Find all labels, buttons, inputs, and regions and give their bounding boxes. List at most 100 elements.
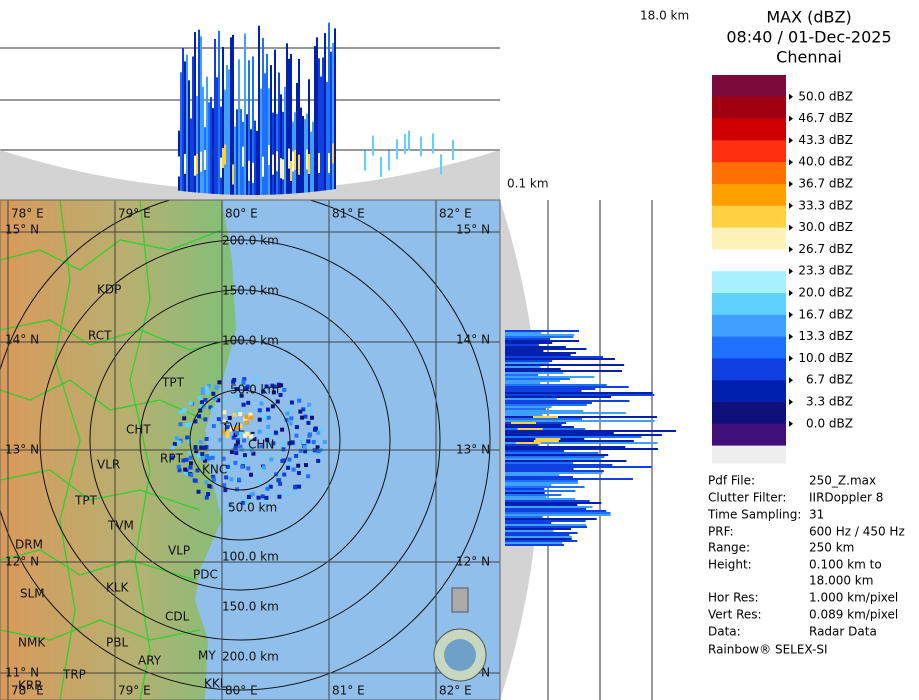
echo-row	[505, 464, 613, 466]
echo-pixel	[276, 383, 281, 388]
echo-row	[505, 350, 544, 352]
echo-pixel	[246, 494, 251, 499]
echo-core	[292, 151, 294, 172]
city-label: TRP	[62, 668, 86, 682]
echo-pixel	[257, 417, 262, 422]
echo-pixel	[257, 429, 262, 434]
echo-pixel	[261, 389, 266, 394]
emblem	[433, 587, 487, 682]
echo-row	[505, 412, 626, 414]
longitude-label: 82° E	[439, 207, 472, 221]
echo-pixel	[306, 439, 311, 444]
echo-pixel	[221, 429, 226, 434]
legend-tick	[789, 137, 793, 144]
echo-column	[452, 139, 454, 160]
echo-pixel	[243, 458, 248, 463]
side-height-label: 0.1 km	[507, 177, 549, 191]
legend-tick	[789, 355, 793, 362]
echo-pixel	[271, 390, 276, 395]
legend-tick	[789, 159, 793, 166]
echo-row	[505, 420, 655, 422]
echo-column	[278, 72, 280, 195]
echo-pixel	[224, 475, 229, 480]
echo-pixel	[302, 445, 307, 450]
echo-column	[202, 86, 204, 194]
echo-row	[505, 516, 543, 518]
city-label: SLM	[20, 587, 45, 601]
top-height-label: 18.0 km	[640, 9, 689, 23]
echo-pixel	[311, 440, 316, 445]
echo-pixel	[196, 454, 201, 459]
echo-pixel	[287, 462, 292, 467]
echo-pixel	[250, 491, 255, 496]
echo-row	[505, 506, 593, 508]
echo-row	[505, 442, 658, 444]
echo-pixel	[203, 397, 208, 402]
city-label: KKL	[204, 677, 227, 691]
echo-column	[310, 131, 312, 192]
city-label: RPT	[160, 452, 184, 466]
echo-pixel	[249, 415, 254, 420]
echo-pixel	[233, 460, 238, 465]
echo-column	[304, 119, 306, 193]
echo-core	[318, 153, 320, 174]
echo-pixel	[184, 423, 189, 428]
echo-row	[505, 542, 563, 544]
echo-column	[248, 60, 250, 195]
echo-pixel	[232, 377, 237, 382]
legend-swatch	[712, 423, 786, 447]
echo-pixel	[257, 408, 262, 413]
echo-pixel	[264, 384, 269, 389]
longitude-label: 81° E	[332, 684, 365, 698]
echo-pixel	[211, 391, 216, 396]
echo-core	[272, 154, 274, 175]
echo-core	[194, 155, 196, 176]
echo-column	[190, 118, 192, 192]
echo-pixel	[176, 464, 181, 469]
echo-core	[298, 154, 300, 175]
echo-core	[178, 156, 180, 177]
legend-swatch	[712, 227, 786, 250]
city-label: PBL	[106, 636, 128, 650]
echo-pixel	[245, 431, 250, 436]
echo-core	[306, 149, 308, 170]
echo-pixel	[204, 480, 209, 485]
echo-row	[505, 532, 578, 534]
info-value: 18.000 km	[809, 574, 873, 588]
echo-column	[236, 109, 238, 195]
echo-pixel	[270, 383, 275, 388]
echo-column	[214, 38, 216, 194]
echo-row	[505, 444, 539, 446]
echo-pixel	[188, 455, 193, 460]
echo-pixel	[189, 473, 194, 478]
credit: Rainbow® SELEX-SI	[708, 643, 828, 657]
echo-core	[196, 154, 198, 175]
echo-row	[505, 390, 582, 392]
echo-pixel	[204, 495, 209, 500]
info-value: 0.089 km/pixel	[809, 608, 898, 622]
echo-pixel	[211, 477, 216, 482]
echo-pixel	[234, 386, 239, 391]
echo-pixel	[288, 421, 293, 426]
radar-echo	[169, 376, 327, 507]
echo-column	[180, 72, 182, 191]
echo-pixel	[188, 401, 193, 406]
latitude-label: 14° N	[456, 333, 490, 347]
echo-column	[298, 58, 300, 194]
echo-pixel	[184, 457, 189, 462]
echo-column	[324, 33, 326, 191]
echo-pixel	[260, 494, 265, 499]
echo-pixel	[185, 435, 190, 440]
echo-row	[505, 478, 633, 480]
echo-pixel	[280, 427, 285, 432]
echo-column	[218, 30, 220, 195]
legend-swatch	[712, 118, 786, 141]
echo-pixel	[293, 485, 298, 490]
legend-swatch	[712, 184, 786, 207]
echo-column	[194, 32, 196, 193]
city-label: CDL	[165, 610, 190, 624]
legend-tick	[789, 377, 793, 384]
info-value: 600 Hz / 450 Hz	[809, 525, 905, 539]
echo-row	[505, 530, 554, 532]
echo-pixel	[251, 451, 256, 456]
